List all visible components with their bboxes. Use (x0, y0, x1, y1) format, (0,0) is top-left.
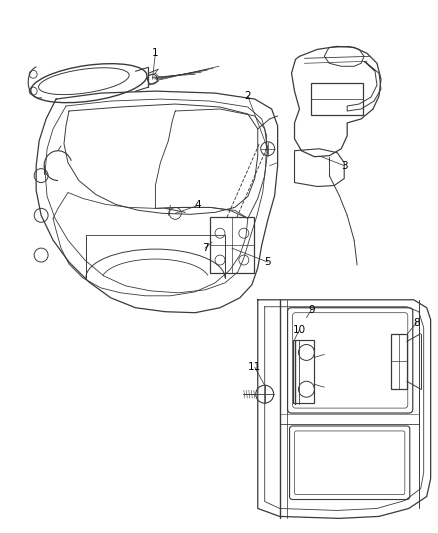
Bar (311, 83, 363, 115)
Text: 4: 4 (195, 200, 201, 211)
Text: 3: 3 (341, 160, 347, 171)
Text: 9: 9 (308, 305, 315, 314)
Text: 11: 11 (248, 362, 261, 373)
Text: 2: 2 (244, 91, 251, 101)
Text: 5: 5 (265, 257, 271, 267)
Text: 8: 8 (413, 318, 420, 328)
Bar (293, 340, 314, 403)
Bar (210, 217, 254, 273)
Bar (391, 334, 407, 389)
Text: 7: 7 (202, 243, 208, 253)
Text: 10: 10 (293, 325, 306, 335)
Text: 1: 1 (152, 49, 159, 58)
